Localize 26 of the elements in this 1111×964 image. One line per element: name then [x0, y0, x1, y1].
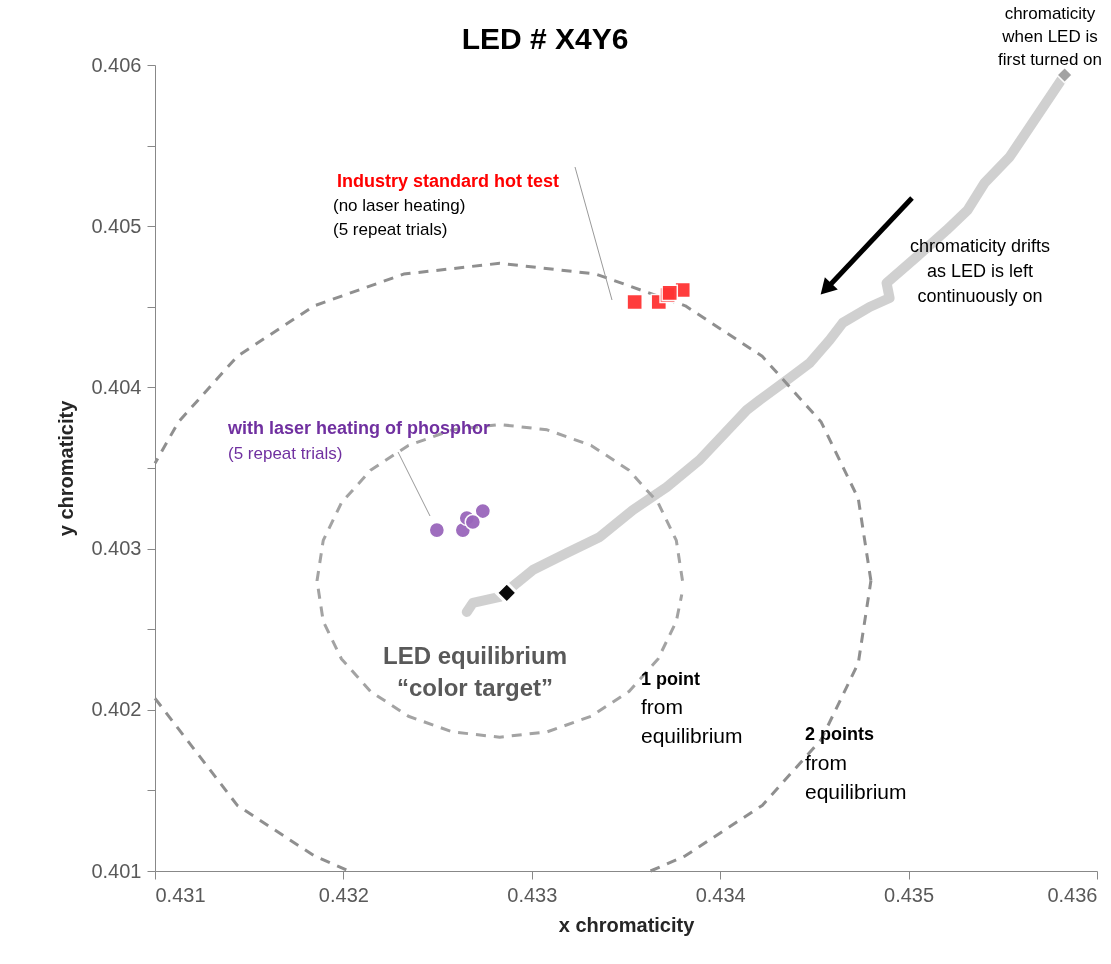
- x-tick-label: 0.436: [1047, 883, 1098, 906]
- x-tick-label: 0.435: [884, 883, 935, 906]
- annotation: chromaticity drifts as LED is left continuously on: [909, 236, 1051, 306]
- chart-title: LED # X4Y6: [461, 22, 629, 55]
- x-tick-label: 0.434: [695, 883, 746, 906]
- y-tick-label: 0.403: [91, 537, 142, 560]
- x-axis-title: x chromaticity: [558, 913, 696, 936]
- y-tick-label: 0.402: [91, 698, 142, 721]
- y-tick-label: 0.406: [91, 53, 142, 76]
- y-tick-label: 0.401: [91, 859, 142, 882]
- annotation: with laser heating of phosphor: [227, 418, 491, 438]
- annotation: chromaticity when LED is first turned on: [998, 4, 1102, 69]
- x-tick-label: 0.431: [155, 883, 206, 906]
- annotation: from equilibrium: [641, 695, 743, 747]
- annotation: Industry standard hot test: [337, 171, 560, 191]
- y-axis-title: y chromaticity: [55, 399, 78, 537]
- x-tick-label: 0.433: [507, 883, 558, 906]
- x-tick-label: 0.432: [318, 883, 369, 906]
- y-tick-label: 0.405: [91, 214, 142, 237]
- annotation: (no laser heating) (5 repeat trials): [333, 196, 466, 239]
- annotation: from equilibrium: [805, 751, 907, 803]
- annotation: (5 repeat trials): [228, 444, 343, 463]
- annotation: LED equilibrium “color target”: [382, 642, 568, 701]
- y-tick-label: 0.404: [91, 375, 142, 398]
- annotation: 1 point: [641, 669, 700, 689]
- annotation: 2 points: [805, 724, 875, 744]
